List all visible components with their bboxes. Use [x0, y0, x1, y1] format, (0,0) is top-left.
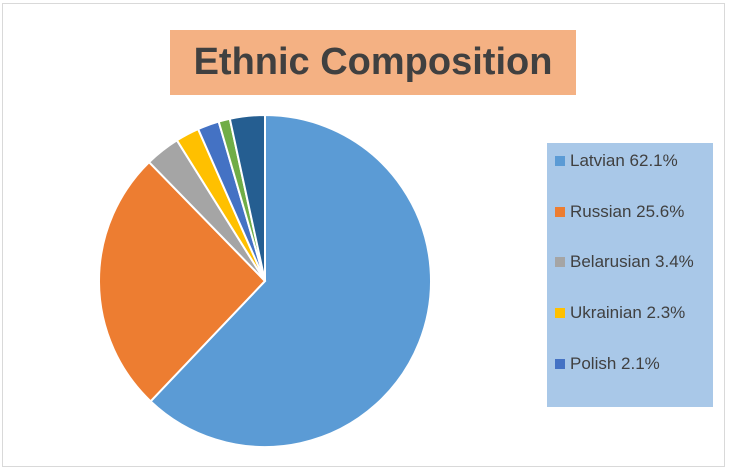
- legend-label-latvian: Latvian 62.1%: [570, 151, 678, 170]
- legend-swatch-belarusian: [555, 257, 565, 267]
- pie-slice-latvian: [149, 113, 432, 448]
- chart-title: Ethnic Composition: [193, 41, 553, 83]
- legend-swatch-ukrainian: [555, 308, 565, 318]
- legend-swatch-russian: [555, 207, 565, 217]
- legend-swatch-polish: [555, 359, 565, 369]
- legend-label-russian: Russian 25.6%: [570, 202, 685, 221]
- pie-slice-unlabeled-6: [228, 113, 266, 282]
- legend-label-ukrainian: Ukrainian 2.3%: [570, 303, 686, 322]
- legend-swatch-latvian: [555, 156, 565, 166]
- chart-legend: Latvian 62.1% Russian 25.6% Belarusian 3…: [547, 143, 713, 407]
- legend-label-belarusian: Belarusian 3.4%: [570, 252, 694, 271]
- pie-slice-russian: [98, 160, 267, 403]
- legend-label-polish: Polish 2.1%: [570, 354, 660, 373]
- chart-title-box: Ethnic Composition: [170, 30, 576, 95]
